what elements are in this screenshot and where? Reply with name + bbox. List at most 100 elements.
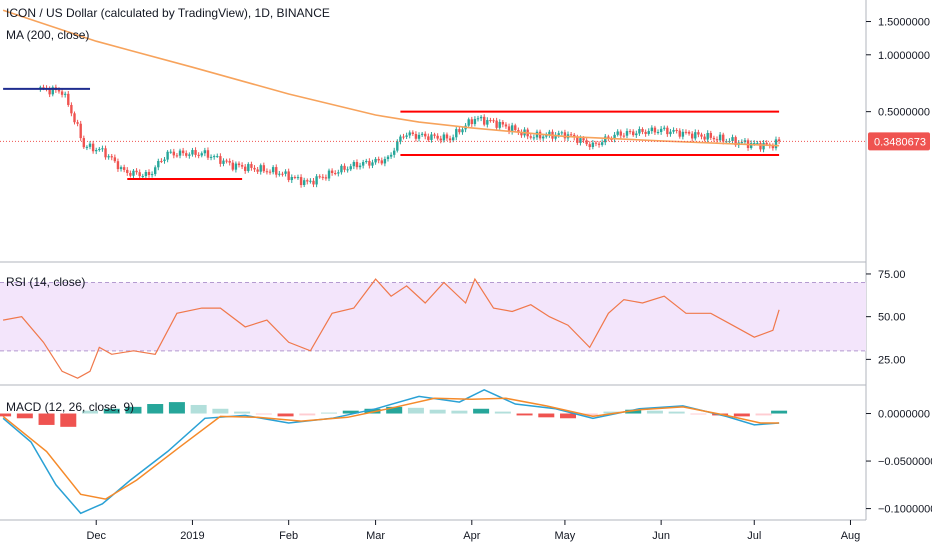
candle-body [749,143,753,149]
candle-body [284,171,287,174]
candle-body [510,125,514,132]
candle-body [641,128,644,132]
candle-body [656,132,660,134]
candle-body [613,134,616,140]
candle-body [458,129,461,133]
candle-body [439,138,442,141]
candle-body [48,88,51,95]
candle-body [582,138,585,141]
candle-body [588,144,591,148]
candle-body [73,113,76,123]
candle-body [132,170,135,176]
candle-body [191,150,194,155]
candle-body [414,134,418,139]
candle-body [247,164,250,171]
candle-body [358,165,362,168]
candle-body [259,165,262,172]
time-axis[interactable]: Dec 2019 Feb Mar Apr May Jun Jul Aug [86,520,860,542]
candle-body [302,180,306,186]
candle-body [411,132,415,135]
candle-body [98,148,101,151]
price-axis-tick-label: 1.0000000 [878,50,930,62]
candle-body [321,176,325,178]
macd-histogram-bar [103,408,120,414]
price-axis-tick-label: 1.5000000 [878,17,930,29]
time-tick-label: Aug [841,530,861,542]
rsi-line [2,277,780,379]
candle-body [234,163,238,170]
candle-body [253,167,256,170]
candle-body [514,125,517,131]
macd-histogram-bar [82,410,99,414]
candle-body [188,154,191,156]
time-tick-label: Feb [279,530,298,542]
macd-histogram-bar [516,413,533,416]
macd-histogram-bar [147,404,164,414]
candle-body [265,171,269,173]
candle-body [163,159,166,162]
candle-body [756,142,759,144]
candle-body [287,171,290,181]
candle-body [557,133,560,135]
candle-body [486,120,489,125]
candle-body [604,136,607,143]
candle-body [334,173,337,175]
candle-body [507,126,511,132]
macd-pane[interactable]: −0.1000000 −0.0500000 0.0000000 [0,388,932,516]
candle-body [113,157,117,162]
candle-body [396,141,399,151]
macd-histogram-bar [560,413,577,419]
macd-histogram-bar [646,410,663,414]
rsi-axis-tick-label: 50.00 [878,312,906,324]
candle-body [271,167,275,173]
candle-body [185,153,188,156]
candle-body [318,176,321,178]
candle-body [635,133,638,136]
candle-body [722,134,725,142]
candle-body [777,139,781,142]
candle-body [402,136,405,138]
candle-body [451,137,455,141]
macd-histogram-bar [473,408,490,414]
candle-body [622,135,626,137]
candle-body [445,134,449,139]
candle-body [687,131,691,134]
candle-body [479,116,483,119]
candle-body [538,131,542,139]
candle-body [197,154,200,156]
price-pane[interactable]: 0.5000000 1.0000000 1.5000000 0.3480673 [0,9,930,188]
macd-axis-tick-label: −0.0500000 [878,456,932,468]
time-tick-label: Jun [652,530,670,542]
candle-body [85,146,89,148]
candle-body [706,132,709,140]
candle-body [377,158,380,161]
macd-histogram-bar [277,413,294,417]
candle-body [709,132,713,138]
candle-body [104,148,107,158]
candle-body [70,104,73,114]
time-tick-label: May [555,530,576,542]
candle-body [672,130,675,132]
candle-body [203,150,207,154]
candle-body [762,142,765,150]
time-tick-label: Apr [463,530,480,542]
rsi-pane[interactable]: 25.00 50.00 75.00 [0,269,906,379]
candle-body [489,120,492,122]
candle-body [212,156,216,158]
candle-body [237,163,241,166]
current-price-tag [868,132,930,151]
candle-body [436,135,439,139]
candle-body [638,128,641,134]
candle-body [504,124,508,127]
candle-body [150,174,154,176]
macd-histogram-bar [38,413,55,425]
candle-body [666,127,669,135]
candle-body [591,142,595,148]
macd-histogram-bar [755,413,772,416]
candle-body [585,140,588,145]
macd-axis-tick-label: −0.1000000 [878,504,932,516]
candle-body [293,177,297,179]
candle-body [355,162,359,168]
candle-body [231,162,234,170]
